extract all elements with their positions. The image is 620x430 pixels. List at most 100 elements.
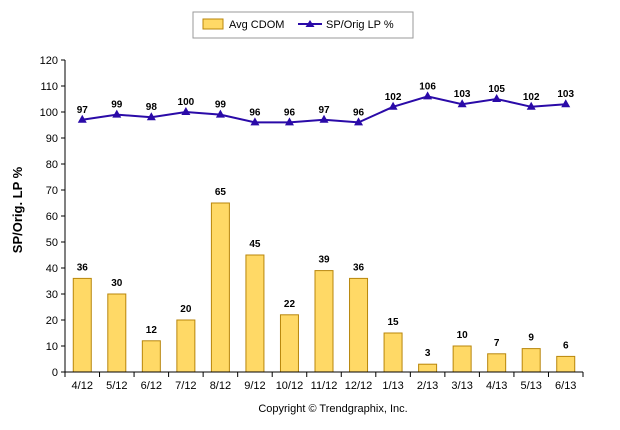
bar-3-13 — [452, 345, 472, 373]
y-tick-label-10: 10 — [46, 341, 58, 353]
y-tick-label-120: 120 — [40, 55, 58, 67]
y-tick-label-90: 90 — [46, 133, 58, 145]
sp-orig-marker-1-13 — [388, 101, 398, 110]
bars-layer — [72, 202, 576, 373]
y-tick-label-40: 40 — [46, 263, 58, 275]
x-tick-label-6-12: 6/12 — [141, 380, 162, 392]
x-tick-label-2-13: 2/13 — [417, 380, 438, 392]
bar-value-label-9-12: 45 — [249, 239, 261, 250]
line-value-label-5-13: 102 — [523, 92, 540, 103]
y-axis-title: SP/Orig. LP % — [10, 166, 25, 253]
x-tick-label-1-13: 1/13 — [382, 380, 403, 392]
bar-12-12 — [349, 277, 369, 373]
sp-orig-marker-7-12 — [181, 107, 191, 115]
bar-value-label-10-12: 22 — [284, 299, 296, 310]
y-tick-label-20: 20 — [46, 315, 58, 327]
bar-value-label-8-12: 65 — [215, 187, 227, 198]
bar-8-12 — [210, 202, 230, 373]
y-tick-label-100: 100 — [40, 107, 58, 119]
bar-6-13 — [556, 355, 576, 373]
sp-orig-marker-3-13 — [457, 99, 467, 108]
bar-value-label-12-12: 36 — [353, 262, 365, 273]
bar-2-13 — [418, 363, 438, 373]
bar-value-label-3-13: 10 — [457, 330, 469, 341]
sp-orig-marker-12-12 — [354, 117, 364, 126]
sp-orig-marker-9-12 — [250, 117, 260, 126]
line-layer — [77, 91, 571, 126]
bar-value-label-7-12: 20 — [180, 304, 192, 315]
y-tick-label-110: 110 — [40, 81, 58, 93]
bar-value-label-2-13: 3 — [425, 348, 431, 359]
bar-4-13 — [487, 353, 507, 373]
sp-orig-marker-2-13 — [423, 91, 433, 100]
sp-orig-marker-8-12 — [215, 109, 225, 118]
legend-marker-sp-orig — [305, 20, 315, 27]
line-value-label-6-12: 98 — [146, 102, 158, 113]
y-tick-label-30: 30 — [46, 289, 58, 301]
y-tick-label-70: 70 — [46, 185, 58, 197]
x-tick-label-3-13: 3/13 — [451, 380, 472, 392]
line-value-label-8-12: 99 — [215, 100, 227, 111]
x-tick-label-6-13: 6/13 — [555, 380, 576, 392]
line-value-label-12-12: 96 — [353, 107, 365, 118]
line-value-label-2-13: 106 — [419, 81, 436, 92]
line-value-label-3-13: 103 — [454, 89, 471, 100]
x-tick-label-5-13: 5/13 — [520, 380, 541, 392]
legend: Avg CDOM SP/Orig LP % — [192, 11, 414, 39]
axes-layer — [61, 59, 584, 377]
sp-orig-marker-4-12 — [77, 114, 87, 123]
labels-layer: 0 10 20 30 40 50 60 70 80 90 100 110 120 4/12 5/12 6/12… — [40, 55, 577, 392]
sp-orig-marker-5-13 — [526, 101, 536, 110]
bar-value-label-11-12: 39 — [318, 255, 330, 266]
bar-11-12 — [314, 270, 334, 373]
x-tick-label-7-12: 7/12 — [175, 380, 196, 392]
x-tick-label-11-12: 11/12 — [311, 380, 338, 392]
bar-1-13 — [383, 332, 403, 373]
copyright-text: Copyright © Trendgraphix, Inc. — [258, 403, 407, 415]
bar-4-12 — [72, 277, 92, 373]
sp-orig-marker-11-12 — [319, 114, 329, 123]
x-tick-label-5-12: 5/12 — [106, 380, 127, 392]
line-value-label-4-12: 97 — [77, 105, 89, 116]
x-tick-label-12-12: 12/12 — [345, 380, 373, 392]
line-value-label-11-12: 97 — [318, 105, 330, 116]
line-value-label-5-12: 99 — [111, 100, 123, 111]
sp-orig-marker-6-13 — [561, 99, 571, 108]
legend-label-avg-cdom: Avg CDOM — [229, 19, 284, 31]
x-tick-label-9-12: 9/12 — [244, 380, 265, 392]
x-tick-label-4-12: 4/12 — [72, 380, 93, 392]
legend-label-sp-orig: SP/Orig LP % — [326, 19, 394, 31]
y-tick-label-50: 50 — [46, 237, 58, 249]
sp-orig-marker-4-13 — [492, 94, 502, 102]
y-tick-label-80: 80 — [46, 159, 58, 171]
bar-value-label-5-13: 9 — [528, 333, 534, 344]
sp-orig-marker-10-12 — [284, 117, 294, 126]
y-tick-label-60: 60 — [46, 211, 58, 223]
line-value-label-1-13: 102 — [385, 92, 402, 103]
line-value-label-7-12: 100 — [178, 97, 195, 108]
bar-value-label-5-12: 30 — [111, 278, 123, 289]
line-value-label-10-12: 96 — [284, 107, 296, 118]
bar-9-12 — [245, 254, 265, 373]
x-tick-label-10-12: 10/12 — [276, 380, 304, 392]
y-tick-label-0: 0 — [52, 367, 58, 379]
line-value-label-6-13: 103 — [557, 89, 574, 100]
x-tick-label-8-12: 8/12 — [210, 380, 231, 392]
sp-orig-marker-5-12 — [112, 109, 122, 118]
legend-swatch-avg-cdom — [202, 18, 224, 30]
bar-value-label-6-12: 12 — [146, 325, 158, 336]
bar-7-12 — [176, 319, 196, 373]
bar-5-12 — [107, 293, 127, 373]
bar-value-label-4-12: 36 — [77, 262, 89, 273]
bar-10-12 — [279, 314, 299, 373]
bar-6-12 — [141, 340, 161, 373]
bar-value-label-4-13: 7 — [494, 338, 500, 349]
bar-value-label-6-13: 6 — [563, 340, 569, 351]
bar-value-label-1-13: 15 — [388, 317, 400, 328]
x-tick-label-4-13: 4/13 — [486, 380, 507, 392]
sp-orig-marker-6-12 — [146, 112, 156, 121]
line-value-label-9-12: 96 — [249, 107, 261, 118]
line-value-label-4-13: 105 — [488, 84, 505, 95]
bar-5-13 — [521, 348, 541, 373]
